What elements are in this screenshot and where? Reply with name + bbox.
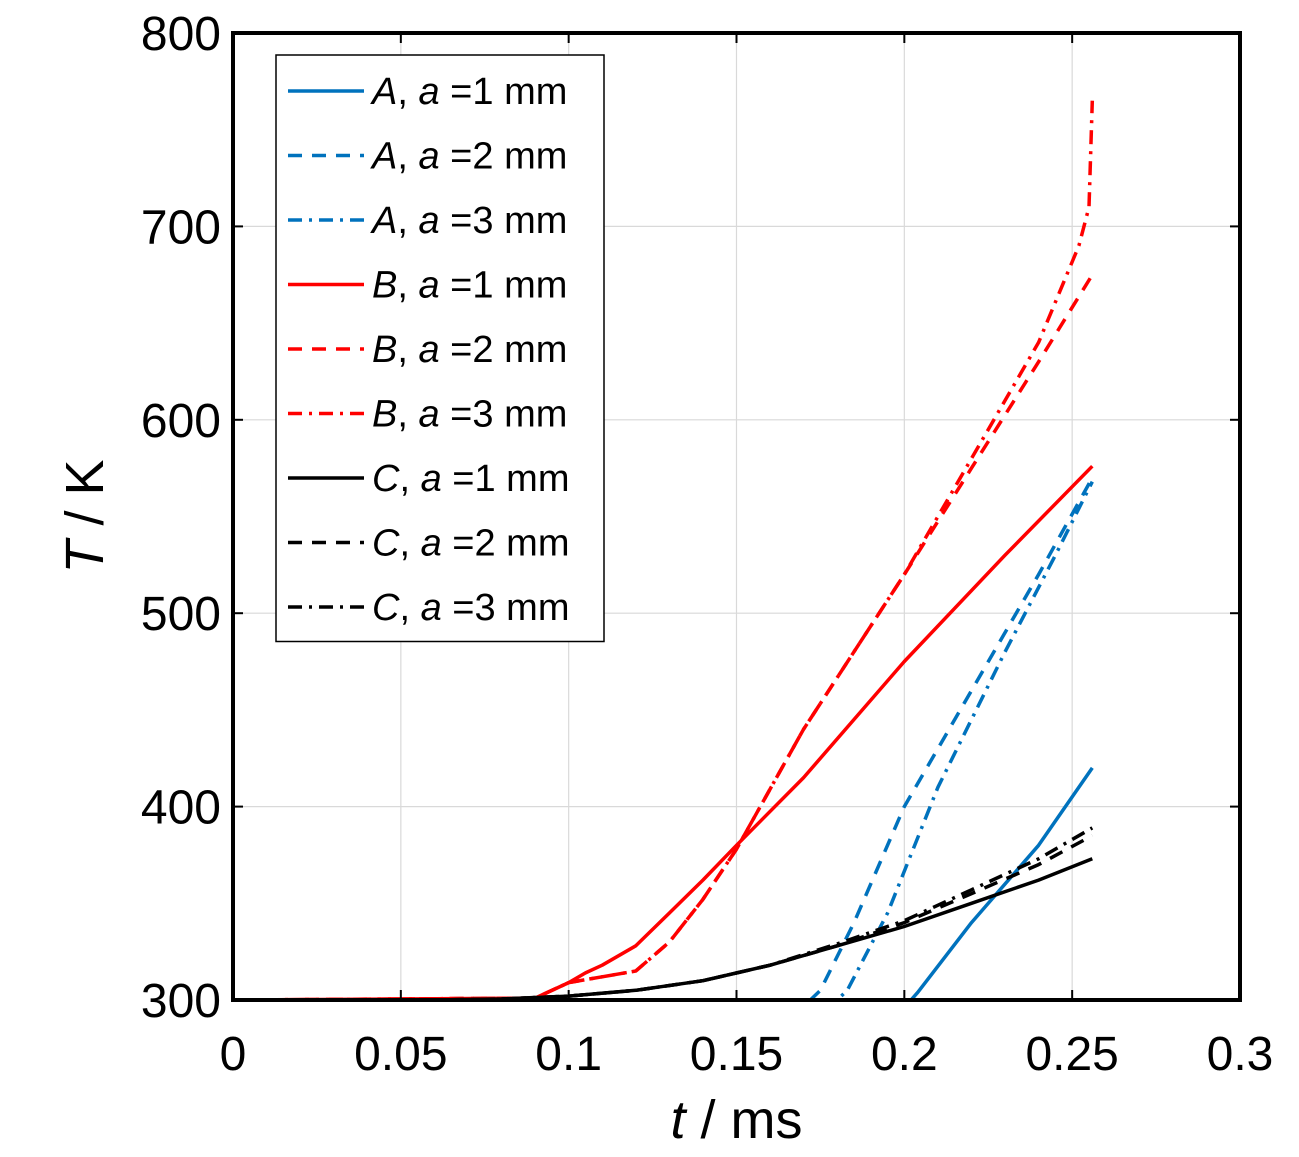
series-line (232, 100, 1095, 1002)
legend-entry-label: A, a =3 mm (370, 200, 567, 242)
x-axis-label: t / ms (670, 1090, 802, 1150)
x-tick-label: 0.15 (690, 1028, 783, 1081)
legend-entry-label: A, a =2 mm (370, 136, 567, 178)
legend-entry-label: C, a =3 mm (372, 587, 569, 629)
x-tick-label: 0.05 (354, 1028, 447, 1081)
y-axis-label: T / K (55, 459, 115, 573)
x-tick-label: 0.2 (871, 1028, 938, 1081)
y-tick-label: 700 (141, 201, 221, 254)
x-axis-unit: / ms (686, 1090, 803, 1150)
x-tick-label: 0.1 (535, 1028, 602, 1081)
y-axis-variable: T (55, 537, 115, 574)
axis-ticks: 0 0.05 0.1 0.15 0.2 0.25 0.3 300 400 500 600 700 800 (141, 8, 1273, 1081)
y-tick-label: 600 (141, 395, 221, 448)
legend-entry-label: C, a =2 mm (372, 523, 569, 565)
y-tick-label: 800 (141, 8, 221, 61)
y-tick-label: 400 (141, 782, 221, 835)
y-tick-label: 500 (141, 588, 221, 641)
series-line (233, 766, 1094, 1002)
legend-entry-label: C, a =1 mm (372, 458, 569, 500)
y-axis-unit: / K (55, 459, 115, 540)
series-line (233, 857, 1093, 1002)
series-line (233, 826, 1094, 1002)
legend-entry-label: B, a =1 mm (372, 265, 567, 307)
x-tick-label: 0 (220, 1028, 247, 1081)
x-tick-label: 0.25 (1025, 1028, 1118, 1081)
y-tick-label: 300 (141, 975, 221, 1028)
x-tick-label: 0.3 (1207, 1028, 1274, 1081)
legend: A, a =1 mm A, a =2 mm A, a =3 mm B, a =1 mm… (275, 54, 605, 643)
x-axis-variable: t (670, 1090, 687, 1150)
legend-entry-label: A, a =1 mm (370, 71, 567, 113)
legend-entry-label: B, a =2 mm (372, 329, 567, 371)
legend-entry-label: B, a =3 mm (372, 394, 567, 436)
legend-box (275, 54, 605, 643)
